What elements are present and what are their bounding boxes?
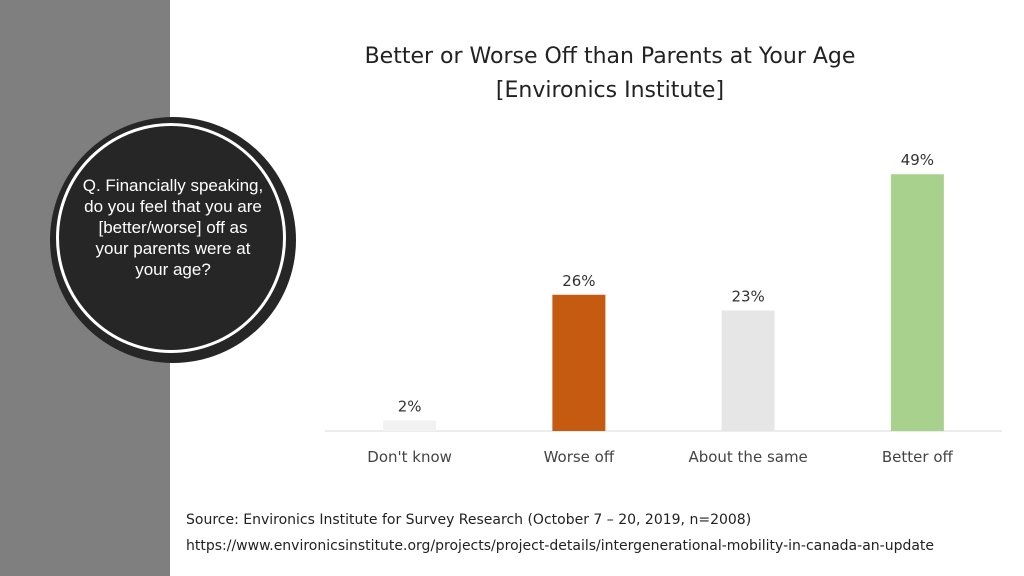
chart-subtitle: [Environics Institute] xyxy=(495,78,725,103)
category-label: Better off xyxy=(882,448,954,466)
source-url[interactable]: https://www.environicsinstitute.org/proj… xyxy=(186,538,935,554)
source-citation: Source: Environics Institute for Survey … xyxy=(186,512,752,528)
category-label: Worse off xyxy=(544,448,615,466)
data-label: 23% xyxy=(731,287,764,305)
question-text: Q. Financially speaking, do you feel tha… xyxy=(82,176,264,279)
bar-better-off xyxy=(890,174,944,432)
category-label: About the same xyxy=(688,448,807,466)
question-circle-ring xyxy=(56,123,286,353)
data-label: 2% xyxy=(398,398,422,416)
data-label: 49% xyxy=(901,151,934,169)
bar-about-the-same xyxy=(721,310,775,431)
category-label: Don't know xyxy=(367,448,452,466)
bar-don-t-know xyxy=(383,420,437,431)
data-label: 26% xyxy=(562,272,595,290)
question-circle: Q. Financially speaking, do you feel tha… xyxy=(50,117,296,363)
chart-title: Better or Worse Off than Parents at Your… xyxy=(364,44,856,69)
bar-worse-off xyxy=(552,294,606,431)
